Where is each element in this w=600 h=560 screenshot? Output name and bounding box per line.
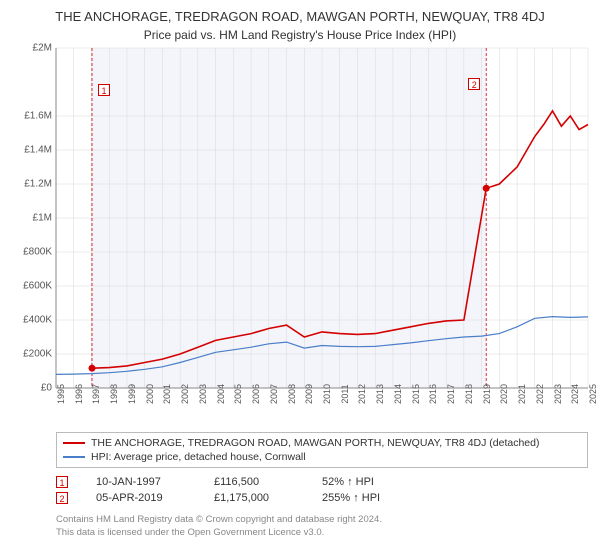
x-tick-label: 2004 xyxy=(216,384,226,404)
footer-attribution: Contains HM Land Registry data © Crown c… xyxy=(56,514,588,539)
sale-row: 1 10-JAN-1997 £116,500 52% ↑ HPI xyxy=(56,474,588,490)
legend-swatch xyxy=(63,456,85,458)
x-tick-label: 2012 xyxy=(357,384,367,404)
x-tick-label: 2013 xyxy=(375,384,385,404)
chart-area: £0 £200K £400K £600K £800K £1M £1.2M £1.4M £1.6M… xyxy=(12,48,588,428)
y-tick-label: £600K xyxy=(23,281,52,292)
y-tick-label: £1.6M xyxy=(24,111,52,122)
x-tick-label: 2011 xyxy=(340,385,350,404)
y-tick-label: £0 xyxy=(41,383,52,394)
x-tick-label: 2021 xyxy=(517,384,527,404)
x-tick-label: 2019 xyxy=(482,384,492,404)
x-tick-label: 1995 xyxy=(56,384,66,404)
y-tick-label: £400K xyxy=(23,315,52,326)
sale-marker-badge: 1 xyxy=(98,84,110,96)
x-tick-label: 1996 xyxy=(74,384,84,404)
y-axis: £0£200K£400K£600K£800K£1M£1.2M£1.4M£1.6M… xyxy=(12,48,56,388)
x-tick-label: 2017 xyxy=(446,384,456,404)
sales-table: 1 10-JAN-1997 £116,500 52% ↑ HPI 2 05-APR-201… xyxy=(56,474,588,506)
sale-price: £1,175,000 xyxy=(214,492,294,504)
sale-marker-badge: 2 xyxy=(468,78,480,90)
x-tick-label: 2025 xyxy=(588,384,598,404)
x-tick-label: 2007 xyxy=(269,384,279,404)
x-tick-label: 2015 xyxy=(411,384,421,404)
sale-badge: 1 xyxy=(56,476,68,488)
legend-row: HPI: Average price, detached house, Corn… xyxy=(63,450,581,464)
sale-hpi: 255% ↑ HPI xyxy=(322,492,412,504)
x-tick-label: 2003 xyxy=(198,384,208,404)
sale-badge: 2 xyxy=(56,492,68,504)
y-tick-label: £200K xyxy=(23,349,52,360)
x-tick-label: 2009 xyxy=(304,384,314,404)
y-tick-label: £1.4M xyxy=(24,145,52,156)
x-tick-label: 2016 xyxy=(428,384,438,404)
legend-swatch xyxy=(63,442,85,444)
chart-title: THE ANCHORAGE, TREDRAGON ROAD, MAWGAN PO… xyxy=(12,8,588,26)
legend-label: HPI: Average price, detached house, Corn… xyxy=(91,451,306,463)
legend-label: THE ANCHORAGE, TREDRAGON ROAD, MAWGAN PO… xyxy=(91,437,539,449)
y-tick-label: £800K xyxy=(23,247,52,258)
x-tick-label: 2024 xyxy=(570,384,580,404)
x-tick-label: 2023 xyxy=(553,384,563,404)
x-tick-label: 1997 xyxy=(91,384,101,404)
sale-hpi: 52% ↑ HPI xyxy=(322,476,412,488)
y-tick-label: £1M xyxy=(33,213,52,224)
x-tick-label: 1999 xyxy=(127,384,137,404)
x-tick-label: 2020 xyxy=(499,384,509,404)
x-tick-label: 2000 xyxy=(145,384,155,404)
x-tick-label: 2018 xyxy=(464,384,474,404)
sale-price: £116,500 xyxy=(214,476,294,488)
footer-line1: Contains HM Land Registry data © Crown c… xyxy=(56,514,588,526)
sale-row: 2 05-APR-2019 £1,175,000 255% ↑ HPI xyxy=(56,490,588,506)
footer-line2: This data is licensed under the Open Gov… xyxy=(56,527,588,539)
x-tick-label: 2005 xyxy=(233,384,243,404)
x-axis: 1995199619971998199920002001200220032004… xyxy=(56,388,588,428)
x-tick-label: 2022 xyxy=(535,384,545,404)
x-tick-label: 2001 xyxy=(162,384,172,404)
x-tick-label: 2014 xyxy=(393,384,403,404)
x-tick-label: 2002 xyxy=(180,384,190,404)
y-tick-label: £1.2M xyxy=(24,179,52,190)
x-tick-label: 2008 xyxy=(287,384,297,404)
chart-svg xyxy=(56,48,588,388)
x-tick-label: 2010 xyxy=(322,384,332,404)
chart-subtitle: Price paid vs. HM Land Registry's House … xyxy=(12,28,588,42)
plot-area: 12 xyxy=(56,48,588,388)
sale-date: 05-APR-2019 xyxy=(96,492,186,504)
x-tick-label: 2006 xyxy=(251,384,261,404)
legend: THE ANCHORAGE, TREDRAGON ROAD, MAWGAN PO… xyxy=(56,432,588,468)
sale-date: 10-JAN-1997 xyxy=(96,476,186,488)
x-tick-label: 1998 xyxy=(109,384,119,404)
legend-row: THE ANCHORAGE, TREDRAGON ROAD, MAWGAN PO… xyxy=(63,436,581,450)
y-tick-label: £2M xyxy=(33,43,52,54)
